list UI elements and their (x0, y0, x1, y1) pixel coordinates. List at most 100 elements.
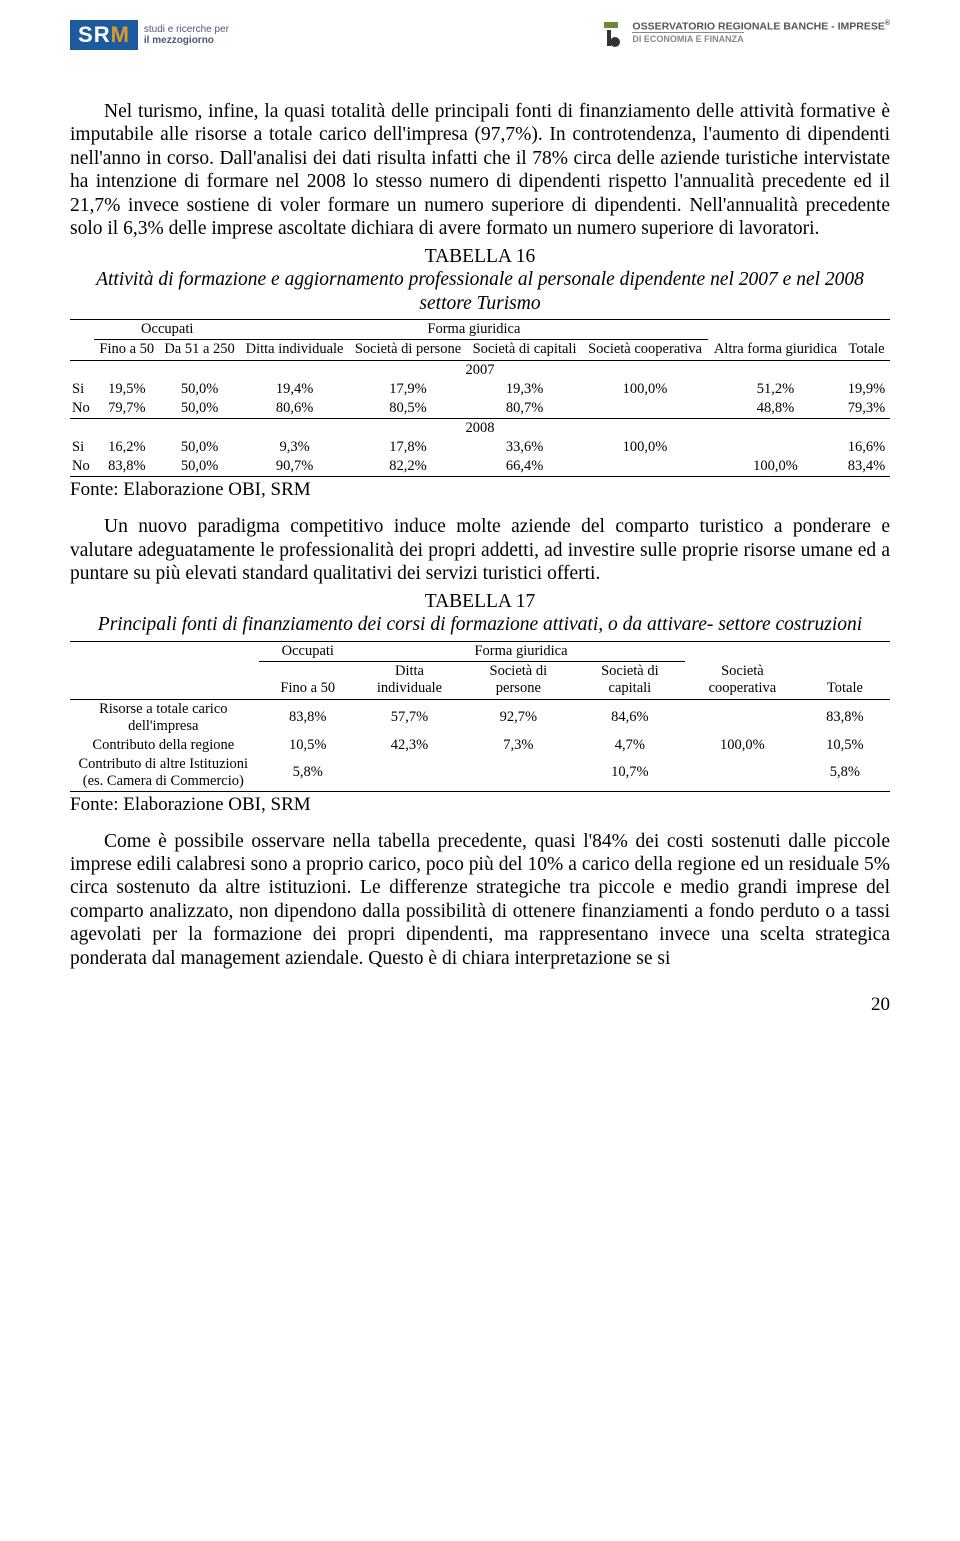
table16-col-1: Fino a 50 (94, 340, 159, 361)
paragraph-2: Un nuovo paradigma competitivo induce mo… (70, 515, 890, 585)
table16-col-8: Totale (843, 340, 890, 361)
table-cell: 17,8% (349, 438, 467, 457)
table-cell: 92,7% (462, 699, 575, 736)
table-row-label: No (70, 399, 94, 419)
table-cell: 79,7% (94, 399, 159, 419)
table-cell: 19,4% (240, 380, 349, 399)
table-cell: 50,0% (159, 457, 240, 477)
header-bar: SRM studi e ricerche per il mezzogiorno … (70, 20, 890, 50)
table-cell: 10,5% (259, 736, 357, 755)
table-cell: 50,0% (159, 438, 240, 457)
table-cell: 16,6% (843, 438, 890, 457)
table17-col-3: Società di persone (462, 661, 575, 699)
table-cell (462, 755, 575, 792)
table16-col-7: Altra forma giuridica (708, 340, 843, 361)
logo-right: OSSERVATORIO REGIONALE BANCHE - IMPRESE®… (600, 20, 890, 48)
logo-letter-r: R (94, 22, 111, 47)
table-cell: 19,3% (467, 380, 582, 399)
paragraph-3: Come è possibile osservare nella tabella… (70, 830, 890, 970)
table16-col-2: Da 51 a 250 (159, 340, 240, 361)
table-cell (582, 457, 708, 477)
table16-col-3: Ditta individuale (240, 340, 349, 361)
table17-source: Fonte: Elaborazione OBI, SRM (70, 794, 890, 816)
logo-right-line1: OSSERVATORIO REGIONALE BANCHE - IMPRESE (632, 21, 884, 33)
paragraph-1: Nel turismo, infine, la quasi totalità d… (70, 100, 890, 240)
table-cell: 50,0% (159, 380, 240, 399)
table-cell: 80,7% (467, 399, 582, 419)
table16-year-2007: 2007 (70, 361, 890, 381)
table-cell: 42,3% (357, 736, 462, 755)
table-cell: 16,2% (94, 438, 159, 457)
table-cell: 100,0% (708, 457, 843, 477)
table-cell: 83,8% (800, 699, 890, 736)
table-cell: 100,0% (582, 380, 708, 399)
logo-right-caption: OSSERVATORIO REGIONALE BANCHE - IMPRESE®… (632, 20, 890, 46)
table-cell: 57,7% (357, 699, 462, 736)
table-cell: 100,0% (685, 736, 800, 755)
table-cell: 80,6% (240, 399, 349, 419)
table-cell: 9,3% (240, 438, 349, 457)
table17-col-0 (70, 661, 259, 699)
table-cell: 48,8% (708, 399, 843, 419)
table-cell: 51,2% (708, 380, 843, 399)
table16-group-occupati: Occupati (94, 320, 240, 340)
table-cell: 79,3% (843, 399, 890, 419)
table17-subtitle: Principali fonti di finanziamento dei co… (70, 613, 890, 636)
table-cell: 83,8% (259, 699, 357, 736)
table-cell: 80,5% (349, 399, 467, 419)
table-cell (685, 755, 800, 792)
table17-col-2: Ditta individuale (357, 661, 462, 699)
table-cell: 82,2% (349, 457, 467, 477)
table-cell: 4,7% (575, 736, 685, 755)
table-cell: 17,9% (349, 380, 467, 399)
logo-left: SRM studi e ricerche per il mezzogiorno (70, 20, 229, 50)
table17-group-forma: Forma giuridica (357, 641, 685, 661)
table-cell: 66,4% (467, 457, 582, 477)
table17-col-6: Totale (800, 661, 890, 699)
table-cell: 5,8% (800, 755, 890, 792)
table-row-label: Contributo della regione (70, 736, 259, 755)
table17: Occupati Forma giuridica Fino a 50 Ditta… (70, 641, 890, 792)
page-container: SRM studi e ricerche per il mezzogiorno … (0, 0, 960, 1056)
table16-col-5: Società di capitali (467, 340, 582, 361)
table-cell: 19,9% (843, 380, 890, 399)
table16-subtitle: Attività di formazione e aggiornamento p… (70, 268, 890, 315)
table16-col-6: Società cooperativa (582, 340, 708, 361)
table17-col-4: Società di capitali (575, 661, 685, 699)
table-cell: 100,0% (582, 438, 708, 457)
table-row-label: Risorse a totale carico dell'impresa (70, 699, 259, 736)
table-row-label: Si (70, 380, 94, 399)
table-cell (708, 438, 843, 457)
table-cell: 90,7% (240, 457, 349, 477)
table16-col-0 (70, 340, 94, 361)
table16-source: Fonte: Elaborazione OBI, SRM (70, 479, 890, 501)
logo-left-caption-line1: studi e ricerche per (144, 24, 229, 35)
page-number: 20 (70, 994, 890, 1016)
osservatorio-logo-icon (600, 20, 622, 48)
logo-right-line2: DI ECONOMIA E FINANZA (632, 32, 743, 44)
logo-letter-m: M (111, 22, 130, 47)
table16: Occupati Forma giuridica Fino a 50 Da 51… (70, 319, 890, 477)
table-cell: 5,8% (259, 755, 357, 792)
table-cell: 50,0% (159, 399, 240, 419)
table-cell (357, 755, 462, 792)
table16-group-forma: Forma giuridica (240, 320, 708, 340)
logo-left-caption: studi e ricerche per il mezzogiorno (144, 24, 229, 46)
table-cell: 83,4% (843, 457, 890, 477)
table-row-label: Si (70, 438, 94, 457)
logo-letter-s: S (78, 22, 94, 47)
table16-col-4: Società di persone (349, 340, 467, 361)
logo-left-caption-line2: il mezzogiorno (144, 35, 214, 46)
table17-title: TABELLA 17 (70, 591, 890, 613)
table17-col-5: Società cooperativa (685, 661, 800, 699)
srm-logo-icon: SRM (70, 20, 138, 50)
table-cell: 19,5% (94, 380, 159, 399)
table-cell: 33,6% (467, 438, 582, 457)
table16-title: TABELLA 16 (70, 246, 890, 268)
table-cell: 10,5% (800, 736, 890, 755)
table17-group-occupati: Occupati (259, 641, 357, 661)
table-cell (685, 699, 800, 736)
table-row-label: No (70, 457, 94, 477)
table-cell: 84,6% (575, 699, 685, 736)
table-cell: 10,7% (575, 755, 685, 792)
